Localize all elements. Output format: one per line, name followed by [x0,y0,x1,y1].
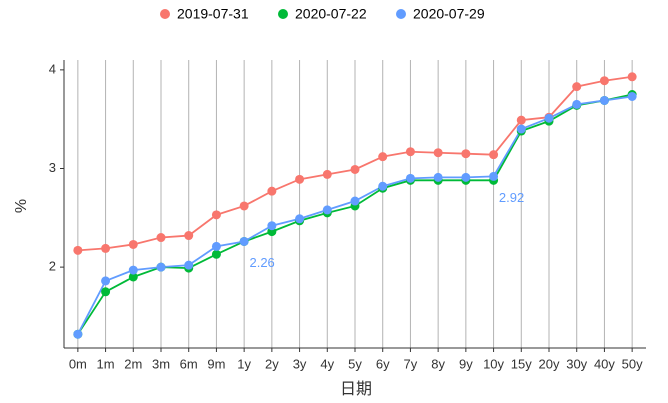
x-tick-label: 50y [622,356,643,371]
data-point [489,150,499,160]
x-tick-label: 6y [376,356,390,371]
data-point [350,164,360,174]
legend-label: 2019-07-31 [177,6,249,22]
data-point [101,243,111,253]
data-point [128,239,138,249]
x-tick-label: 1y [237,356,251,371]
data-point [599,95,609,105]
data-point [489,171,499,181]
data-point [516,124,526,134]
x-tick-label: 10y [483,356,504,371]
data-point [378,152,388,162]
x-tick-label: 8y [431,356,445,371]
data-point [239,236,249,246]
data-point [433,172,443,182]
x-tick-label: 20y [539,356,560,371]
y-tick-label: 3 [49,160,56,175]
x-tick-label: 9y [459,356,473,371]
x-tick-label: 1m [97,356,115,371]
data-point [350,196,360,206]
data-point [572,99,582,109]
data-point [295,214,305,224]
data-point [184,231,194,241]
legend-marker [396,9,406,19]
legend-marker [278,9,288,19]
data-point [184,260,194,270]
x-tick-label: 6m [180,356,198,371]
data-point [267,221,277,231]
y-tick-label: 4 [49,61,56,76]
data-point [101,276,111,286]
x-tick-label: 9m [207,356,225,371]
data-point [461,172,471,182]
data-point [295,174,305,184]
data-label: 2.26 [249,255,274,270]
x-tick-label: 5y [348,356,362,371]
x-tick-label: 2y [265,356,279,371]
x-tick-label: 4y [320,356,334,371]
data-point [211,241,221,251]
data-point [239,201,249,211]
data-point [627,72,637,82]
data-point [544,113,554,123]
legend-marker [160,9,170,19]
y-axis-label: % [13,199,30,213]
x-tick-label: 15y [511,356,532,371]
data-point [599,76,609,86]
data-point [128,265,138,275]
data-point [156,262,166,272]
data-point [211,249,221,259]
data-point [572,82,582,92]
legend-label: 2020-07-29 [413,6,485,22]
data-point [378,181,388,191]
y-tick-label: 2 [49,259,56,274]
data-point [128,272,138,282]
data-point [211,210,221,220]
legend-label: 2020-07-22 [295,6,367,22]
data-point [322,205,332,215]
x-tick-label: 40y [594,356,615,371]
data-point [405,147,415,157]
data-point [73,329,83,339]
data-point [516,115,526,125]
data-point [627,91,637,101]
data-point [267,186,277,196]
data-point [461,149,471,159]
data-point [156,233,166,243]
x-tick-label: 2m [124,356,142,371]
data-point [101,287,111,297]
data-point [73,245,83,255]
data-point [405,173,415,183]
x-axis-label: 日期 [340,380,372,398]
x-tick-label: 0m [69,356,87,371]
data-point [433,148,443,158]
data-label: 2.92 [499,190,524,205]
x-tick-label: 3m [152,356,170,371]
data-point [322,169,332,179]
x-tick-label: 30y [566,356,587,371]
x-tick-label: 3y [293,356,307,371]
x-tick-label: 7y [404,356,418,371]
